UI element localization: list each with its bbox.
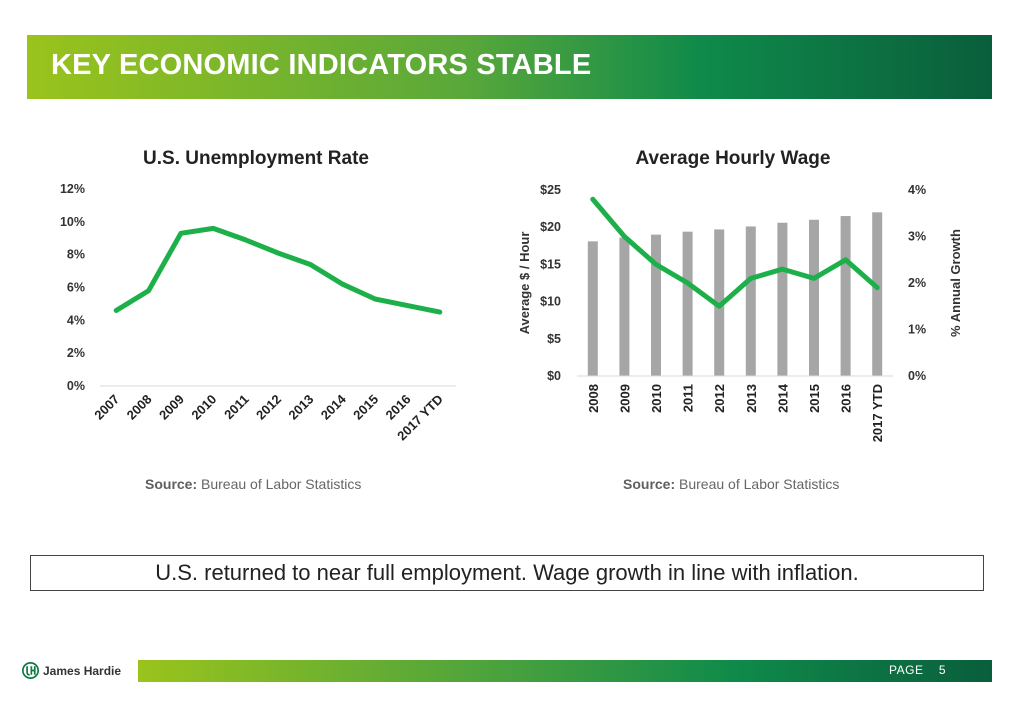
hourly-wage-chart: Average Hourly Wage $0 $5 $10 $15 $20 $25 0% 1% 2… xyxy=(517,148,963,442)
y2-tick-label: 3% xyxy=(908,230,926,244)
source-label: Source: xyxy=(623,476,676,492)
page-number: 5 xyxy=(938,663,946,677)
y-tick-label: 8% xyxy=(67,248,85,262)
title-banner: KEY ECONOMIC INDICATORS STABLE xyxy=(27,35,992,99)
chart-title: U.S. Unemployment Rate xyxy=(143,148,369,169)
page-indicator: PAGE 5 xyxy=(889,663,946,677)
unemployment-point xyxy=(405,303,410,308)
source-text: Bureau of Labor Statistics xyxy=(679,476,840,492)
y2-axis-title: % Annual Growth xyxy=(948,229,963,337)
wage-bar xyxy=(840,216,851,376)
growth-point xyxy=(685,280,690,286)
y-tick-label: $25 xyxy=(540,183,561,197)
y-tick-label: $5 xyxy=(547,332,561,346)
growth-line xyxy=(590,196,880,309)
y-tick-label: 6% xyxy=(67,281,85,295)
unemployment-chart: U.S. Unemployment Rate0%2%4%6%8%10%12%20… xyxy=(60,148,456,443)
unemployment-point xyxy=(146,288,151,293)
x-tick-label: 2011 xyxy=(681,384,696,412)
growth-point xyxy=(748,276,753,281)
x-tick-label: 2010 xyxy=(649,384,664,413)
growth-point xyxy=(780,266,785,272)
y-tick-label: 10% xyxy=(60,215,85,229)
y2-tick-label: 2% xyxy=(908,276,926,290)
wage-source: Source: Bureau of Labor Statistics xyxy=(623,476,839,492)
unemployment-point xyxy=(372,296,378,302)
unemployment-point xyxy=(340,282,345,287)
x-tick-label: 2016 xyxy=(839,384,854,413)
y-axis-title: Average $ / Hour xyxy=(517,232,532,335)
growth-point xyxy=(653,262,659,267)
y2-tick-label: 1% xyxy=(908,323,926,337)
y-tick-label: 4% xyxy=(67,313,85,327)
unemployment-point xyxy=(308,262,313,267)
footer-bar: PAGE 5 xyxy=(138,660,992,682)
source-text: Bureau of Labor Statistics xyxy=(201,476,362,492)
growth-point xyxy=(590,197,595,202)
wage-bar xyxy=(651,234,661,376)
unemployment-point xyxy=(113,308,119,313)
y-tick-label: $20 xyxy=(540,220,561,234)
wage-bar xyxy=(619,237,630,376)
wage-bar xyxy=(682,231,693,376)
x-tick-label: 2017 YTD xyxy=(870,384,885,442)
wage-bar xyxy=(872,212,883,376)
unemployment-source: Source: Bureau of Labor Statistics xyxy=(145,476,361,492)
wage-bar xyxy=(714,229,725,376)
x-tick-label: 2008 xyxy=(586,384,601,413)
company-logo: James Hardie xyxy=(22,662,121,679)
y-tick-label: 0% xyxy=(67,379,85,393)
growth-point xyxy=(622,234,627,239)
summary-note: U.S. returned to near full employment. W… xyxy=(30,555,984,591)
y2-tick-label: 0% xyxy=(908,369,926,383)
growth-point xyxy=(811,276,817,281)
growth-point xyxy=(875,285,880,290)
y-tick-label: 12% xyxy=(60,182,85,196)
unemployment-point xyxy=(178,231,184,236)
unemployment-point xyxy=(211,226,216,231)
page-title: KEY ECONOMIC INDICATORS STABLE xyxy=(51,49,592,81)
chart-title: Average Hourly Wage xyxy=(636,148,831,169)
y-tick-label: 2% xyxy=(67,346,85,360)
x-tick-label: 2015 xyxy=(807,384,822,413)
logo-text: James Hardie xyxy=(43,663,122,678)
source-label: Source: xyxy=(145,476,198,492)
unemployment-point xyxy=(437,309,443,315)
james-hardie-logo-icon xyxy=(22,662,39,679)
y-tick-label: $0 xyxy=(547,369,561,383)
growth-point xyxy=(717,304,722,309)
y2-tick-label: 4% xyxy=(908,183,926,197)
x-tick-label: 2013 xyxy=(744,384,759,413)
x-tick-label: 2009 xyxy=(617,384,632,413)
wage-bar xyxy=(587,241,598,376)
growth-point xyxy=(843,257,848,262)
wage-bar xyxy=(777,222,788,376)
y-tick-label: $10 xyxy=(540,295,561,309)
unemployment-point xyxy=(275,250,281,256)
x-tick-label: 2014 xyxy=(775,383,790,413)
unemployment-point xyxy=(243,237,248,243)
wage-bar xyxy=(745,226,756,376)
y-tick-label: $15 xyxy=(540,257,561,271)
x-tick-label: 2012 xyxy=(712,384,727,413)
page-label: PAGE xyxy=(889,663,924,677)
wage-bar xyxy=(809,219,819,376)
